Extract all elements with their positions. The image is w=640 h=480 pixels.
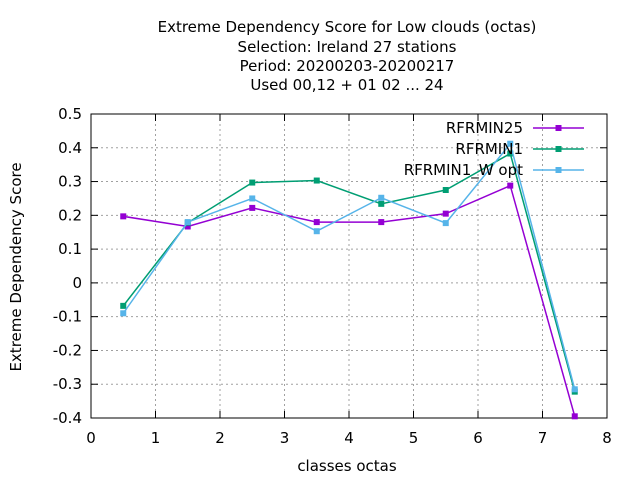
y-tick-label: -0.2 <box>53 341 82 359</box>
series-line <box>122 142 576 390</box>
data-point <box>313 177 320 184</box>
data-point <box>249 204 256 211</box>
data-point <box>120 310 127 317</box>
title-line-3: Period: 20200203-20200217 <box>240 57 455 75</box>
x-tick-label: 8 <box>602 429 612 447</box>
plot-border <box>90 113 608 419</box>
data-point <box>378 194 385 201</box>
data-point <box>442 210 449 217</box>
data-point <box>442 220 449 227</box>
data-point <box>378 219 385 226</box>
y-tick-label: 0 <box>72 274 82 292</box>
data-point <box>571 413 578 420</box>
title-line-2: Selection: Ireland 27 stations <box>238 38 457 56</box>
y-tick-label: -0.4 <box>53 409 82 427</box>
y-tick-label: 0.3 <box>58 173 82 191</box>
x-axis-label: classes octas <box>297 457 397 475</box>
y-tick-label: 0.5 <box>58 105 82 123</box>
legend-label: RFRMIN1 <box>455 140 523 158</box>
x-tick-label: 5 <box>409 429 419 447</box>
series-line <box>123 184 576 417</box>
y-tick-label: -0.1 <box>53 308 82 326</box>
data-point <box>507 182 514 189</box>
y-tick-label: 0.2 <box>58 206 82 224</box>
data-point <box>313 219 320 226</box>
data-series <box>120 140 578 420</box>
y-axis-label: Extreme Dependency Score <box>7 162 25 371</box>
legend-entry-1: RFRMIN25 <box>446 119 584 137</box>
x-tick-label: 4 <box>344 429 354 447</box>
legend-entry-3: RFRMIN1_W opt <box>404 161 584 180</box>
series-3 <box>120 140 578 393</box>
data-point <box>507 140 514 147</box>
data-point <box>378 200 385 207</box>
x-tick-label: 1 <box>151 429 161 447</box>
tick-labels: 0 1 2 3 4 5 6 7 8 -0.4 -0.3 -0.2 -0.1 0 0.1 0.2 0.3 0.4 0.… <box>53 105 612 447</box>
data-point <box>442 187 449 193</box>
title-line-1: Extreme Dependency Score for Low clouds … <box>158 18 537 36</box>
data-point <box>249 195 256 202</box>
data-point <box>120 213 127 220</box>
y-tick-label: 0.4 <box>58 139 82 157</box>
legend-label: RFRMIN25 <box>446 119 523 137</box>
x-tick-label: 6 <box>473 429 483 447</box>
y-tick-label: -0.3 <box>53 375 82 393</box>
y-tick-label: 0.1 <box>58 240 82 258</box>
grid-lines <box>91 114 607 418</box>
data-point <box>249 179 256 186</box>
legend-marker <box>555 146 562 152</box>
legend-label: RFRMIN1_W opt <box>404 161 523 180</box>
title-line-4: Used 00,12 + 01 02 ... 24 <box>250 76 443 94</box>
data-point <box>120 302 127 309</box>
legend-marker <box>555 167 562 173</box>
series-line <box>122 152 576 392</box>
data-point <box>313 228 320 235</box>
series-1 <box>120 182 578 420</box>
legend-marker <box>555 125 562 131</box>
x-tick-label: 2 <box>215 429 225 447</box>
legend-entry-2: RFRMIN1 <box>455 140 584 158</box>
data-point <box>184 223 191 230</box>
legend: RFRMIN25 RFRMIN1 RFRMIN1_W opt <box>404 119 584 180</box>
x-tick-label: 7 <box>538 429 548 447</box>
data-point <box>184 219 191 226</box>
x-tick-label: 0 <box>86 429 96 447</box>
data-point <box>507 150 514 157</box>
data-point <box>571 386 578 393</box>
chart-title: Extreme Dependency Score for Low clouds … <box>158 18 537 94</box>
x-tick-label: 3 <box>280 429 290 447</box>
